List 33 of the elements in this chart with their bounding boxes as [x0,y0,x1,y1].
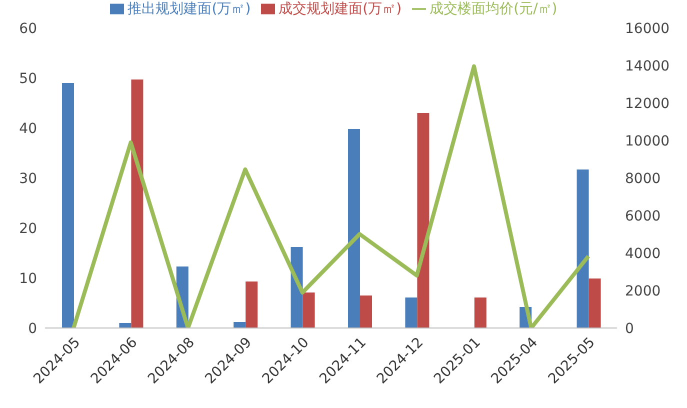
y-tick-label: 0 [28,320,37,337]
y2-tick-label: 6000 [625,208,661,224]
bar [417,113,430,328]
y2-tick-label: 10000 [625,133,670,150]
y-tick-label: 40 [19,120,37,137]
bar [588,278,601,328]
y-tick-label: 30 [19,170,37,187]
legend-label: 成交规划建面(万㎡) [278,1,402,17]
bar [246,282,258,328]
y2-tick-label: 4000 [625,246,661,262]
legend-label: 成交楼面均价(元/㎡) [430,1,558,17]
bar [234,322,246,328]
bar [131,80,144,328]
line-series [72,64,590,328]
bar [576,170,589,328]
y-tick-label: 10 [19,270,37,287]
y2-tick-label: 12000 [625,96,670,112]
legend-label: 推出规划建面(万㎡) [128,1,251,17]
bar [360,296,372,328]
y2-tick-label: 0 [625,320,634,337]
y2-tick-label: 16000 [625,20,670,37]
bar [474,298,486,328]
bar [405,298,418,328]
y2-tick-label: 8000 [625,170,661,187]
y-tick-label: 60 [19,20,37,37]
y-tick-label: 20 [19,220,37,237]
bar [348,129,360,328]
y-tick-label: 50 [19,70,37,87]
bar [302,292,315,328]
y2-tick-label: 2000 [625,283,661,300]
bar [119,323,132,328]
bar [62,83,74,328]
y2-tick-label: 14000 [625,58,670,74]
